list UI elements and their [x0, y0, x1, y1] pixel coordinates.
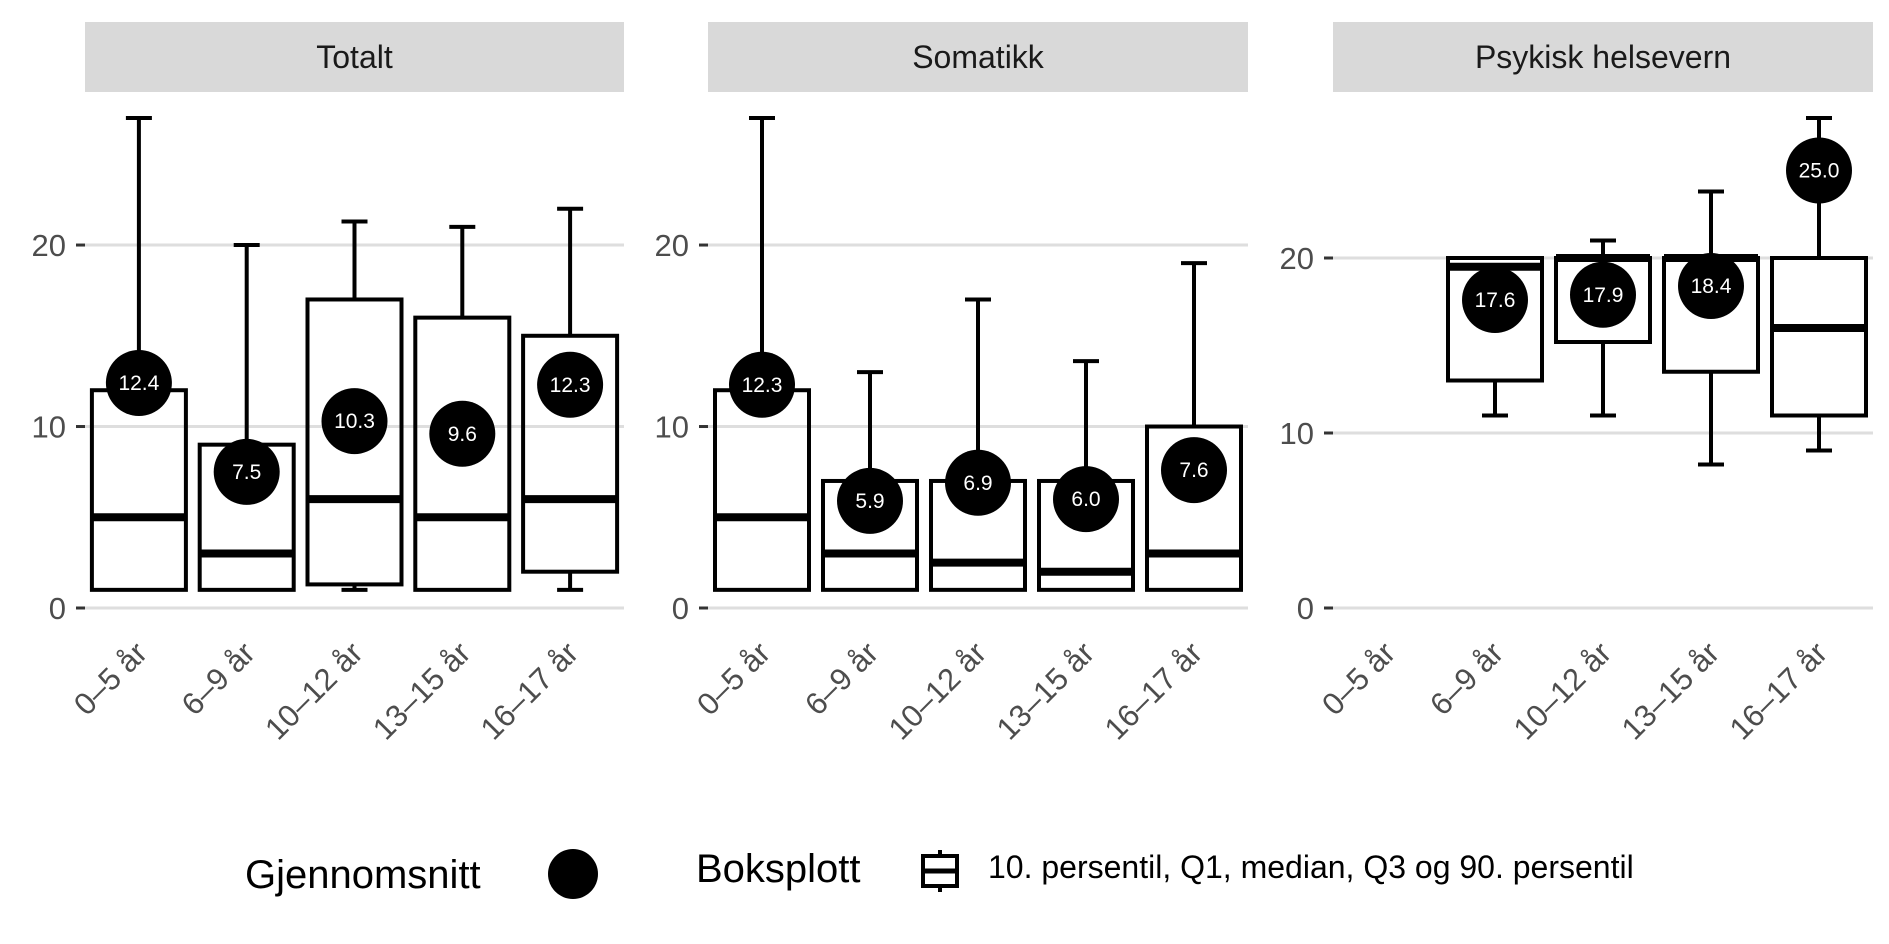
box-body	[1145, 424, 1243, 592]
mean-point	[1678, 253, 1744, 319]
y-tick-label: 20	[1280, 241, 1314, 276]
facet-strip	[708, 22, 1248, 92]
x-tick-label: 13–15 år	[366, 635, 477, 746]
legend-box-description: 10. persentil, Q1, median, Q3 og 90. per…	[988, 849, 1634, 885]
mean-point	[837, 467, 903, 534]
mean-point	[1462, 267, 1528, 333]
mean-point	[729, 351, 795, 418]
box-1: 12.4	[89, 116, 188, 592]
mean-label: 6.0	[1071, 488, 1100, 511]
box-4: 6.0	[1037, 359, 1135, 592]
box-1: 12.3	[713, 116, 811, 592]
x-tick-label: 10–12 år	[882, 635, 993, 746]
mean-label: 18.4	[1691, 275, 1732, 298]
mean-point	[1786, 137, 1852, 204]
x-tick-label: 0–5 år	[67, 635, 154, 722]
mean-label: 7.6	[1179, 459, 1208, 482]
mean-point	[213, 438, 280, 505]
facet-strip	[85, 22, 624, 92]
box-body	[305, 297, 404, 587]
mean-label: 6.9	[963, 472, 992, 495]
x-tick-label: 16–17 år	[1723, 635, 1834, 746]
box-2: 7.5	[197, 243, 296, 592]
box-body	[413, 315, 512, 592]
box-body	[521, 333, 620, 574]
x-tick-label: 16–17 år	[1098, 635, 1209, 746]
x-tick-label: 10–12 år	[1507, 635, 1618, 746]
mean-label: 25.0	[1799, 160, 1840, 183]
mean-label: 10.3	[334, 410, 375, 433]
box-3: 6.9	[929, 297, 1027, 592]
mean-label: 7.5	[232, 461, 261, 484]
y-tick-label: 20	[32, 228, 66, 263]
x-tick-label: 0–5 år	[690, 635, 777, 722]
mean-label: 12.3	[742, 374, 783, 397]
legend-mean-title: Gjennomsnitt	[245, 853, 481, 897]
facet-panel-3: Psykisk helsevern 0 10 20 0–5 år 6–9 år10–12 …	[1280, 22, 1873, 746]
box-body	[89, 388, 188, 592]
y-tick-label: 20	[655, 228, 689, 263]
box-4: 9.6	[413, 224, 512, 592]
box-3: 10.3	[305, 219, 404, 592]
y-tick-label: 0	[49, 591, 66, 626]
y-tick-label: 10	[655, 410, 689, 445]
box-body	[1770, 256, 1868, 418]
mean-label: 17.6	[1475, 289, 1516, 312]
mean-label: 17.9	[1583, 284, 1624, 307]
box-body	[713, 388, 811, 592]
x-tick-label: 0–5 år	[1315, 635, 1402, 722]
box-5: 12.3	[521, 206, 620, 592]
mean-label: 12.3	[550, 374, 591, 397]
x-tick-label: 16–17 år	[474, 635, 585, 746]
x-tick-label: 6–9 år	[1423, 635, 1510, 722]
box-5: 25.0	[1770, 116, 1868, 453]
box-2: 17.6	[1446, 256, 1544, 418]
box-2: 5.9	[821, 370, 919, 592]
mean-point	[537, 351, 604, 418]
mean-label: 12.4	[118, 372, 159, 395]
box-body	[1446, 256, 1544, 383]
box-4: 18.4	[1662, 189, 1760, 467]
box-5: 7.6	[1145, 261, 1243, 592]
mean-point	[1570, 261, 1636, 328]
y-tick-label: 10	[1280, 416, 1314, 451]
x-tick-label: 10–12 år	[258, 635, 369, 746]
facet-title: Psykisk helsevern	[1475, 39, 1731, 75]
x-tick-label: 13–15 år	[1615, 635, 1726, 746]
mean-point	[321, 388, 388, 455]
facet-title: Totalt	[316, 39, 393, 75]
mean-point	[1053, 466, 1119, 533]
mean-label: 9.6	[448, 423, 477, 446]
y-tick-label: 0	[672, 591, 689, 626]
facet-strip	[1333, 22, 1873, 92]
box-3: 17.9	[1554, 238, 1652, 418]
legend-box-title: Boksplott	[696, 847, 861, 891]
facet-title: Somatikk	[912, 39, 1045, 75]
y-tick-label: 10	[32, 410, 66, 445]
mean-label: 5.9	[855, 490, 884, 513]
x-tick-label: 6–9 år	[175, 635, 262, 722]
x-tick-label: 6–9 år	[798, 635, 885, 722]
y-tick-label: 0	[1297, 591, 1314, 626]
mean-point	[945, 449, 1011, 516]
legend: Gjennomsnitt Boksplott 10. persentil, Q1…	[245, 847, 1634, 899]
mean-point	[1161, 437, 1227, 504]
mean-point	[105, 349, 172, 416]
legend-mean-key	[548, 849, 598, 899]
legend-box-key-icon	[921, 850, 959, 892]
mean-point	[429, 400, 496, 467]
x-tick-label: 13–15 år	[990, 635, 1101, 746]
